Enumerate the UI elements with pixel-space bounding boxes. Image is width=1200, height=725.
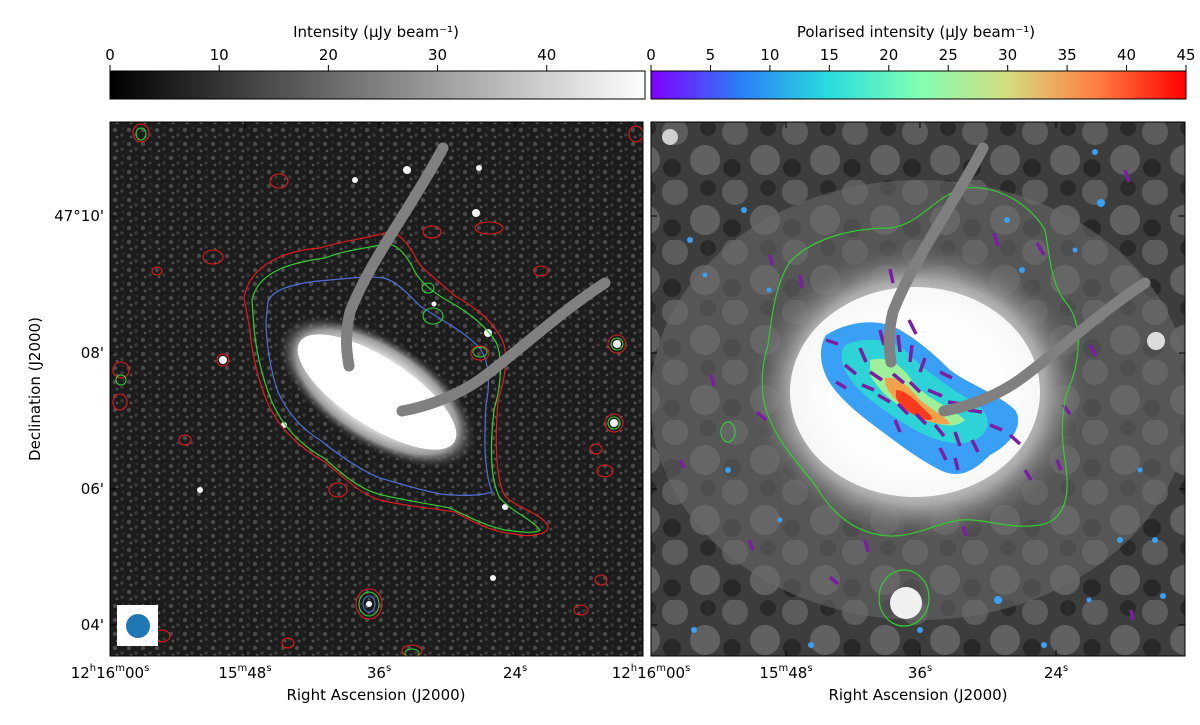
colorbar-polarised-tick-label: 0 — [646, 46, 656, 64]
point-sources — [197, 165, 621, 607]
y-tick-labels: 47°10' 08' 06' 04' — [54, 207, 104, 634]
contour-red-islands — [112, 123, 643, 656]
x-axis-label-left: Right Ascension (J2000) — [286, 686, 465, 704]
colorbar-intensity-tick-label: 10 — [210, 46, 229, 64]
colorbar-polarised-tick-label: 35 — [1058, 46, 1077, 64]
panel-right-polarised-map — [650, 121, 1186, 657]
contour-blue-island — [362, 595, 376, 613]
colorbar-polarised-tick-label: 15 — [820, 46, 839, 64]
colorbar-intensity-tick-label: 20 — [319, 46, 338, 64]
colorbar-intensity-tick-label: 0 — [105, 46, 115, 64]
x-tick-label: 12h16m00s — [71, 663, 150, 682]
x-tick-labels-right: 12h16m00s 15m48s 36s 24s — [612, 663, 1068, 682]
y-tick-label: 08' — [81, 344, 104, 362]
polarisation-vectors — [678, 169, 1135, 621]
x-tick-label: 24s — [503, 663, 527, 682]
y-tick-label: 47°10' — [54, 207, 104, 225]
polarised-noise-patches — [687, 149, 1166, 648]
x-axis-label-right: Right Ascension (J2000) — [828, 686, 1007, 704]
beam-indicator — [117, 605, 158, 646]
x-tick-label: 12h16m00s — [612, 663, 691, 682]
colorbar-polarised-tick-label: 5 — [706, 46, 716, 64]
y-axis-label: Declination (J2000) — [26, 317, 44, 461]
x-tick-label: 36s — [908, 663, 932, 682]
colorbar-polarised-tick-label: 30 — [998, 46, 1017, 64]
colorbar-polarised-tick-label: 40 — [1117, 46, 1136, 64]
colorbar-intensity-tick-label: 30 — [428, 46, 447, 64]
contour-green-islands — [115, 127, 624, 656]
colorbar-intensity-gradient — [109, 70, 646, 100]
colorbar-polarised-tick-label: 10 — [760, 46, 779, 64]
polarised-emission — [820, 322, 1019, 475]
x-tick-label: 36s — [367, 663, 391, 682]
x-tick-labels-left: 12h16m00s 15m48s 36s 24s — [71, 663, 527, 682]
colorbar-intensity: Intensity (μJy beam⁻¹) 0 10 20 30 40 — [105, 23, 646, 100]
colorbar-polarised: Polarised intensity (μJy beam⁻¹) 0 5 10 15 2… — [646, 23, 1196, 100]
y-tick-label: 04' — [81, 616, 104, 634]
colorbar-polarised-tick-label: 25 — [939, 46, 958, 64]
colorbar-polarised-tick-label: 20 — [879, 46, 898, 64]
grey-tracks-right — [883, 142, 1151, 417]
colorbar-intensity-label: Intensity (μJy beam⁻¹) — [293, 23, 459, 41]
x-tick-label: 15m48s — [218, 663, 271, 682]
colorbar-intensity-tick-label: 40 — [537, 46, 556, 64]
panel-left-intensity-map — [109, 121, 644, 657]
colorbar-polarised-label: Polarised intensity (μJy beam⁻¹) — [797, 23, 1035, 41]
grey-tracks — [341, 142, 611, 417]
contour-green — [251, 243, 541, 533]
contour-blue — [265, 276, 493, 496]
colorbar-polarised-gradient — [650, 70, 1187, 100]
x-tick-label: 24s — [1044, 663, 1068, 682]
y-tick-label: 06' — [81, 480, 104, 498]
colorbar-polarised-tick-label: 45 — [1176, 46, 1195, 64]
axes-ticks — [109, 122, 1185, 656]
x-tick-label: 15m48s — [759, 663, 812, 682]
